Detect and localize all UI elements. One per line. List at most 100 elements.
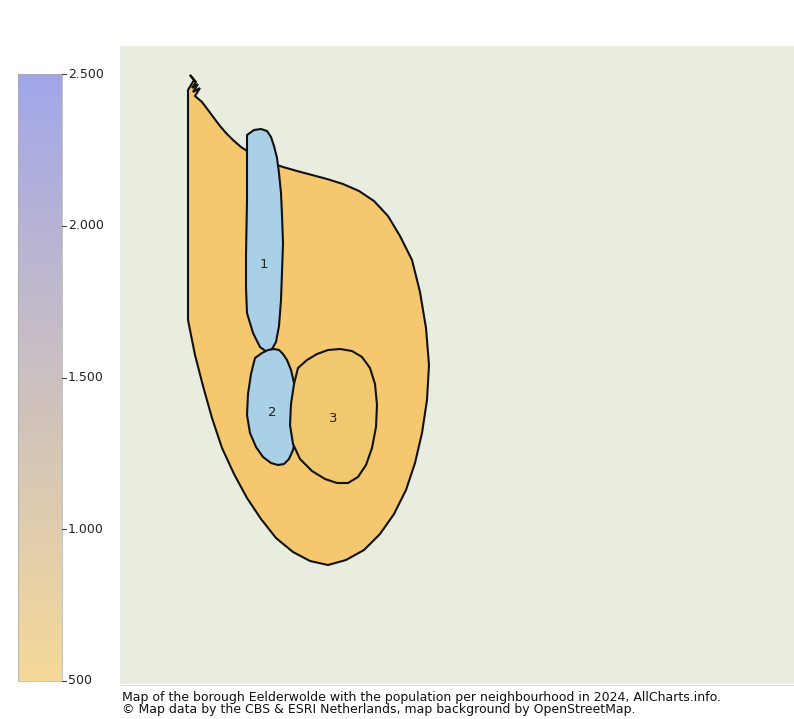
Bar bbox=[18, 101, 62, 102]
Bar bbox=[18, 669, 62, 671]
Polygon shape bbox=[246, 129, 283, 352]
Bar bbox=[18, 114, 62, 116]
Bar bbox=[18, 380, 62, 382]
Bar bbox=[18, 513, 62, 515]
Bar bbox=[18, 351, 62, 353]
Bar bbox=[18, 335, 62, 337]
Bar bbox=[18, 482, 62, 485]
Bar bbox=[18, 112, 62, 114]
Bar bbox=[18, 238, 62, 240]
Bar bbox=[18, 266, 62, 268]
Bar bbox=[18, 493, 62, 495]
Bar bbox=[18, 402, 62, 404]
Bar bbox=[18, 303, 62, 305]
Bar bbox=[18, 679, 62, 681]
Bar bbox=[18, 663, 62, 665]
Bar bbox=[18, 549, 62, 551]
Bar bbox=[18, 337, 62, 339]
Bar bbox=[18, 139, 62, 141]
Bar bbox=[18, 489, 62, 491]
Bar bbox=[18, 501, 62, 503]
Bar bbox=[18, 644, 62, 646]
Bar bbox=[18, 161, 62, 163]
Bar bbox=[18, 353, 62, 355]
Bar bbox=[18, 78, 62, 80]
Bar bbox=[18, 226, 62, 228]
Bar bbox=[18, 246, 62, 248]
Text: 2.500: 2.500 bbox=[68, 68, 104, 81]
Bar bbox=[18, 296, 62, 298]
Bar bbox=[18, 529, 62, 531]
Bar bbox=[18, 511, 62, 513]
Bar bbox=[120, 46, 794, 684]
Bar bbox=[18, 258, 62, 260]
Bar bbox=[18, 232, 62, 234]
Bar bbox=[18, 157, 62, 159]
Bar bbox=[18, 485, 62, 487]
Bar bbox=[18, 301, 62, 303]
Text: 1.500: 1.500 bbox=[68, 371, 104, 384]
Bar bbox=[18, 554, 62, 556]
Bar bbox=[18, 436, 62, 438]
Bar bbox=[18, 659, 62, 661]
Bar bbox=[18, 134, 62, 137]
Bar bbox=[18, 286, 62, 288]
Bar bbox=[18, 357, 62, 360]
Bar bbox=[18, 76, 62, 78]
Bar bbox=[18, 580, 62, 582]
Bar bbox=[18, 173, 62, 175]
Bar bbox=[18, 623, 62, 624]
Bar bbox=[18, 179, 62, 181]
Bar bbox=[18, 586, 62, 588]
Bar bbox=[18, 147, 62, 149]
Bar bbox=[18, 345, 62, 347]
Bar bbox=[18, 121, 62, 122]
Bar bbox=[18, 390, 62, 392]
Bar bbox=[18, 360, 62, 362]
Bar bbox=[18, 206, 62, 208]
Bar bbox=[18, 385, 62, 388]
Bar bbox=[18, 559, 62, 562]
Bar bbox=[18, 606, 62, 608]
Bar bbox=[18, 422, 62, 424]
Bar bbox=[18, 568, 62, 569]
Bar bbox=[18, 569, 62, 572]
Bar bbox=[18, 537, 62, 539]
Bar bbox=[18, 325, 62, 327]
Bar bbox=[18, 675, 62, 677]
Bar bbox=[18, 129, 62, 131]
Bar bbox=[18, 631, 62, 633]
Bar bbox=[18, 323, 62, 325]
Bar bbox=[18, 410, 62, 412]
Bar bbox=[18, 220, 62, 221]
Bar bbox=[18, 382, 62, 383]
Bar bbox=[18, 124, 62, 127]
Bar bbox=[18, 477, 62, 479]
Bar bbox=[18, 116, 62, 119]
Bar bbox=[18, 475, 62, 477]
Bar bbox=[18, 469, 62, 470]
Bar bbox=[18, 230, 62, 232]
Bar bbox=[18, 193, 62, 196]
Bar bbox=[18, 578, 62, 580]
Bar bbox=[18, 491, 62, 493]
Bar bbox=[18, 432, 62, 434]
Bar bbox=[18, 634, 62, 636]
Bar bbox=[18, 499, 62, 501]
Bar bbox=[18, 521, 62, 523]
Bar bbox=[18, 416, 62, 418]
Bar bbox=[18, 643, 62, 644]
Bar bbox=[18, 462, 62, 464]
Bar bbox=[18, 199, 62, 201]
Bar bbox=[18, 671, 62, 673]
Bar bbox=[18, 497, 62, 499]
Bar bbox=[18, 487, 62, 489]
Bar bbox=[18, 189, 62, 191]
Bar bbox=[18, 317, 62, 319]
Bar bbox=[18, 677, 62, 679]
Bar bbox=[18, 84, 62, 86]
Bar bbox=[18, 656, 62, 659]
Bar bbox=[18, 365, 62, 367]
Bar bbox=[18, 165, 62, 167]
Bar bbox=[18, 270, 62, 273]
